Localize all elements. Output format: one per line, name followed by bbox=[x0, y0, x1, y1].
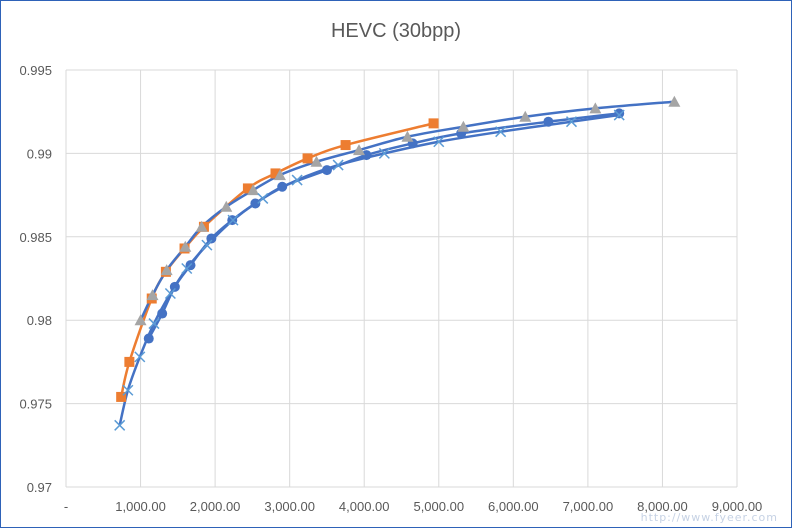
series-lines bbox=[118, 100, 675, 426]
x-tick-label: 3,000.00 bbox=[264, 499, 315, 514]
x-tick-label: 5,000.00 bbox=[413, 499, 464, 514]
y-tick-label: 0.99 bbox=[27, 146, 52, 161]
data-point-triangle bbox=[519, 110, 532, 122]
data-point-circle bbox=[361, 150, 372, 161]
data-point-x bbox=[201, 239, 213, 251]
y-tick-label: 0.975 bbox=[19, 397, 52, 412]
data-point-x bbox=[227, 214, 239, 226]
data-point-x bbox=[164, 287, 176, 300]
data-point-triangle bbox=[146, 289, 159, 301]
data-point-circle bbox=[206, 233, 217, 244]
data-point-triangle bbox=[310, 155, 323, 167]
series-line-2 bbox=[119, 122, 434, 398]
y-axis-ticks: 0.97 0.975 0.98 0.985 0.99 0.995 bbox=[19, 63, 52, 495]
data-point-triangle bbox=[195, 220, 208, 232]
x-mark-stroke bbox=[181, 262, 193, 275]
series-line-1 bbox=[147, 112, 620, 340]
y-tick-label: 0.985 bbox=[19, 230, 52, 245]
data-point-circle bbox=[277, 181, 288, 192]
data-point-circle bbox=[543, 116, 554, 127]
x-mark-stroke bbox=[164, 287, 176, 300]
data-point-circle bbox=[157, 308, 168, 319]
watermark: http://www.fyeer.com bbox=[640, 511, 778, 524]
data-point-triangle bbox=[457, 120, 470, 132]
data-point-triangle bbox=[589, 102, 602, 114]
data-point-square bbox=[340, 140, 351, 151]
x-mark-stroke bbox=[134, 351, 146, 363]
data-point-x bbox=[495, 126, 507, 138]
data-point-x bbox=[332, 159, 344, 171]
x-mark-stroke bbox=[565, 116, 578, 128]
x-tick-label: 9,000.00 bbox=[712, 499, 763, 514]
x-mark-stroke bbox=[257, 192, 269, 204]
y-tick-label: 0.97 bbox=[27, 480, 52, 495]
data-point-square bbox=[124, 356, 135, 367]
data-point-x bbox=[613, 109, 625, 121]
data-point-x bbox=[122, 384, 134, 396]
x-mark-stroke bbox=[433, 136, 445, 148]
data-point-x bbox=[134, 351, 146, 363]
data-point-square bbox=[270, 168, 281, 179]
x-mark-stroke bbox=[378, 147, 390, 159]
data-point-x bbox=[565, 116, 578, 128]
data-point-circle bbox=[614, 108, 625, 119]
x-mark-stroke bbox=[227, 214, 239, 226]
series-markers bbox=[114, 95, 681, 431]
x-tick-label: 1,000.00 bbox=[115, 499, 166, 514]
data-point-square bbox=[428, 118, 439, 129]
data-point-circle bbox=[169, 281, 180, 292]
x-mark-stroke bbox=[148, 318, 160, 330]
data-point-x bbox=[148, 318, 160, 330]
grid-lines bbox=[65, 69, 738, 488]
data-point-circle bbox=[250, 198, 261, 209]
x-mark-stroke bbox=[613, 109, 625, 121]
data-point-triangle bbox=[353, 144, 366, 156]
data-point-triangle bbox=[179, 240, 192, 252]
data-point-x bbox=[257, 192, 269, 204]
chart-title: HEVC (30bpp) bbox=[330, 20, 462, 42]
x-tick-label: 7,000.00 bbox=[563, 499, 614, 514]
x-mark-stroke bbox=[122, 384, 134, 396]
data-point-x bbox=[181, 262, 193, 275]
y-tick-label: 0.98 bbox=[27, 313, 52, 328]
data-point-x bbox=[114, 419, 126, 431]
data-point-triangle bbox=[160, 264, 173, 276]
x-mark-stroke bbox=[495, 126, 507, 138]
data-point-x bbox=[291, 174, 303, 186]
x-tick-label: 4,000.00 bbox=[339, 499, 390, 514]
y-tick-label: 0.995 bbox=[19, 63, 52, 78]
data-point-triangle bbox=[134, 314, 147, 326]
x-axis-ticks: - 1,000.00 2,000.00 3,000.00 4,000.00 5,000.0… bbox=[64, 499, 762, 514]
data-point-x bbox=[433, 136, 445, 148]
data-point-triangle bbox=[668, 95, 681, 107]
data-point-triangle bbox=[247, 184, 260, 196]
data-point-circle bbox=[321, 165, 332, 176]
x-tick-label: - bbox=[64, 499, 68, 514]
data-point-triangle bbox=[220, 200, 233, 212]
data-point-circle bbox=[143, 333, 154, 344]
x-tick-label: 6,000.00 bbox=[488, 499, 539, 514]
data-point-square bbox=[302, 153, 313, 164]
series-line-4 bbox=[118, 113, 620, 426]
x-mark-stroke bbox=[201, 239, 213, 251]
x-tick-label: 2,000.00 bbox=[190, 499, 241, 514]
data-point-triangle bbox=[401, 130, 414, 142]
x-tick-label: 8,000.00 bbox=[637, 499, 688, 514]
data-point-triangle bbox=[273, 169, 286, 181]
x-mark-stroke bbox=[291, 174, 303, 186]
x-mark-stroke bbox=[114, 419, 126, 431]
data-point-square bbox=[116, 391, 127, 402]
data-point-square bbox=[242, 183, 253, 194]
x-mark-stroke bbox=[332, 159, 344, 171]
data-point-x bbox=[378, 147, 390, 159]
